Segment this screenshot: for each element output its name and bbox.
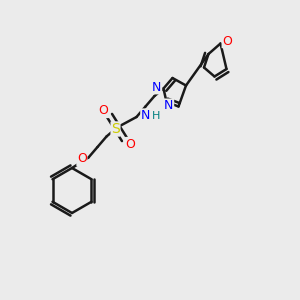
Text: S: S — [111, 122, 120, 136]
Text: N: N — [141, 109, 150, 122]
Text: O: O — [126, 137, 135, 151]
Text: O: O — [222, 34, 232, 48]
Text: N: N — [164, 99, 174, 112]
Text: N: N — [152, 81, 162, 94]
Text: H: H — [152, 111, 160, 121]
Text: O: O — [99, 104, 108, 118]
Text: O: O — [77, 152, 87, 166]
